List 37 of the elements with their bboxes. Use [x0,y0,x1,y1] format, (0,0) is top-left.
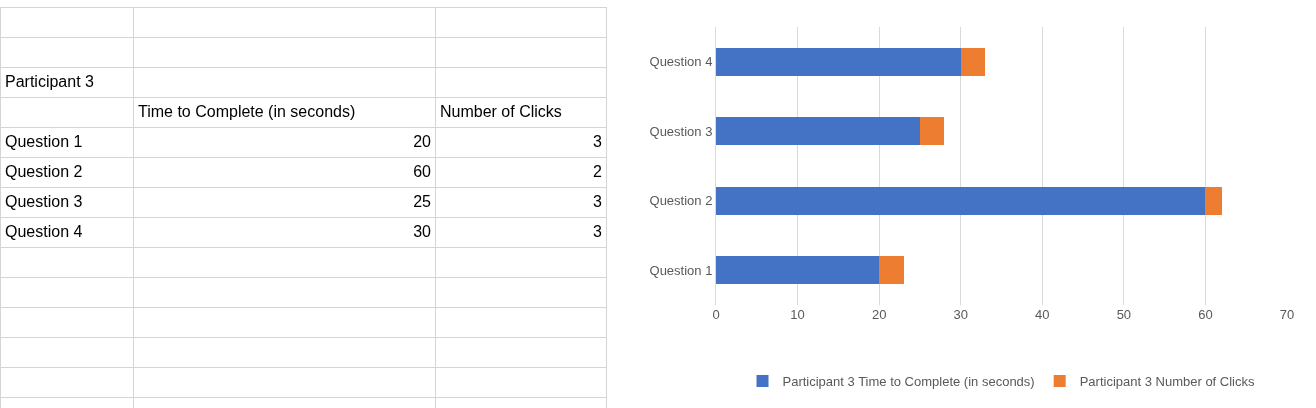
x-tick-label: 70 [1279,307,1295,322]
category-label: Question 3 [5,192,83,212]
x-tick-label: 10 [790,307,805,322]
y-tick-label: Question 2 [649,193,713,209]
bar [716,186,1206,215]
x-tick-label: 40 [1035,307,1050,322]
bar [879,256,904,285]
y-tick-label: Question 3 [649,123,713,139]
x-tick-label: 0 [712,307,720,322]
category-label: Question 1 [5,132,83,152]
bar [716,117,920,146]
x-tick-label: 20 [871,307,887,322]
text: Participant 3 [5,72,94,92]
data-label: 3 [593,132,602,152]
data-label: 2 [593,162,602,182]
category-label: Question 2 [5,162,83,182]
legend-label: Participant 3 Time to Complete (in seconds) [782,374,1035,390]
bar [919,117,945,146]
data-label: 3 [593,192,602,212]
bar [1205,186,1222,215]
text: Time to Complete (in seconds) [138,102,356,122]
y-tick-label: Question 4 [649,54,713,70]
text: Number of Clicks [440,102,562,122]
bar [716,256,880,285]
data-label: 20 [413,132,431,152]
data-label: 30 [413,222,431,242]
x-tick-label: 60 [1198,307,1213,322]
bar [716,47,961,76]
bar [960,47,986,76]
category-label: Question 4 [5,222,83,242]
data-label: 60 [413,162,431,182]
data-label: 3 [593,222,602,242]
legend-label: Participant 3 Number of Clicks [1079,374,1256,390]
y-tick-label: Question 1 [649,262,713,278]
data-label: 25 [413,192,431,212]
x-tick-label: 50 [1116,307,1132,322]
x-tick-label: 30 [953,307,968,322]
